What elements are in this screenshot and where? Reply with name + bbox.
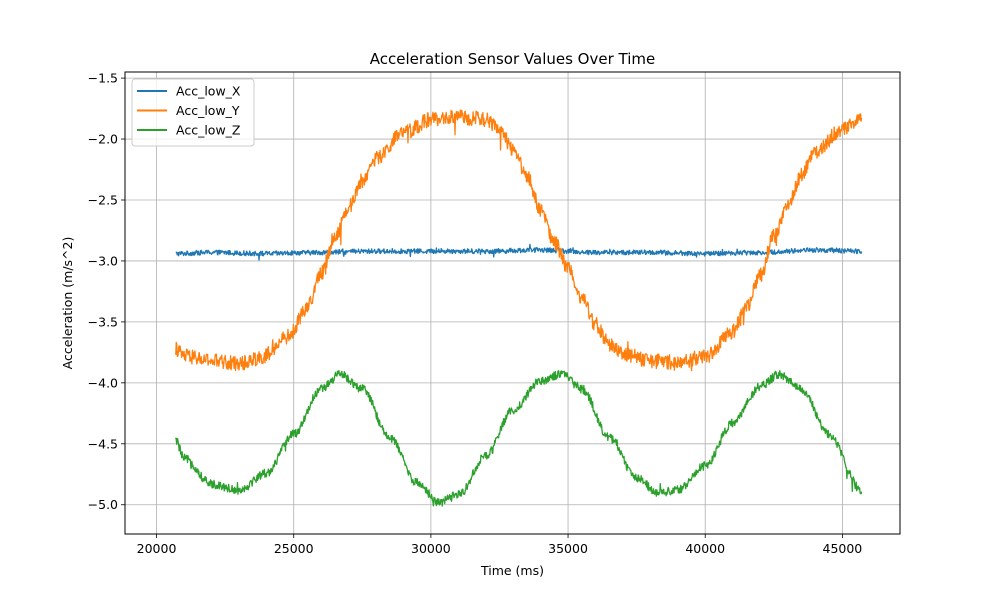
legend-label: Acc_low_Y: [176, 103, 240, 118]
x-tick-label: 35000: [548, 541, 588, 556]
x-tick-label: 25000: [274, 541, 314, 556]
series-lines: [175, 109, 863, 507]
y-tick-label: −4.5: [88, 436, 118, 451]
series-line-acc-low-z: [175, 370, 863, 507]
legend-label: Acc_low_Z: [176, 123, 240, 138]
series-line-acc-low-x: [175, 243, 863, 261]
y-tick-label: −3.0: [88, 253, 118, 268]
y-axis-ticks: −5.0 −4.5 −4.0 −3.5 −3.0 −2.5 −2.0 −1.5: [88, 71, 125, 512]
y-tick-label: −3.5: [88, 314, 118, 329]
plot-frame: [124, 71, 901, 535]
x-axis-label: Time (ms): [480, 563, 544, 578]
legend-label: Acc_low_X: [176, 84, 241, 99]
series-line-acc-low-y: [175, 109, 863, 372]
y-tick-label: −5.0: [88, 497, 118, 512]
y-tick-label: −2.0: [88, 132, 118, 147]
x-tick-label: 20000: [137, 541, 177, 556]
chart-title: Acceleration Sensor Values Over Time: [370, 50, 656, 68]
grid: [125, 72, 900, 534]
x-tick-label: 45000: [823, 541, 863, 556]
y-tick-label: −2.5: [88, 192, 118, 207]
y-tick-label: −4.0: [88, 375, 118, 390]
x-axis-ticks: 20000 25000 30000 35000 40000 45000: [137, 534, 863, 556]
y-axis-label: Acceleration (m/s^2): [60, 237, 75, 370]
x-tick-label: 40000: [685, 541, 725, 556]
x-tick-label: 30000: [411, 541, 451, 556]
y-tick-label: −1.5: [88, 71, 118, 86]
legend: Acc_low_X Acc_low_Y Acc_low_Z: [131, 78, 255, 147]
